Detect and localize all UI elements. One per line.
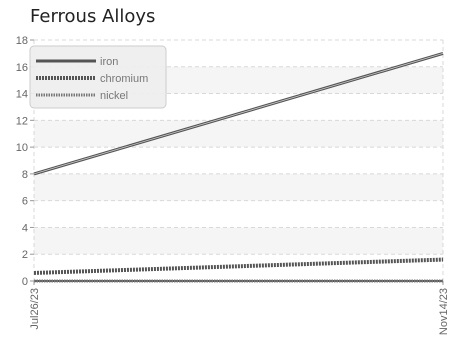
- legend-label-nickel[interactable]: nickel: [100, 90, 128, 102]
- series-line-highlight-iron: [33, 53, 444, 175]
- y-tick-label: 12: [16, 115, 28, 127]
- x-axis-ticks: Jul26/23 Nov14/23: [29, 281, 450, 335]
- y-tick-label: 2: [22, 249, 28, 261]
- y-tick-label: 16: [16, 62, 28, 74]
- grid-band: [34, 120, 443, 148]
- chart-title: Ferrous Alloys: [30, 6, 156, 27]
- y-axis-ticks: 0 2 4 6 8 10 12 14 16 18: [16, 35, 34, 288]
- series-line-chromium: [33, 257, 444, 275]
- y-tick-label: 14: [16, 89, 28, 101]
- y-tick-label: 18: [16, 35, 28, 47]
- y-tick-label: 8: [22, 169, 28, 181]
- legend-label-iron[interactable]: iron: [100, 56, 118, 68]
- series-lines: [33, 51, 444, 283]
- grid-band: [34, 227, 443, 255]
- legend-label-chromium[interactable]: chromium: [100, 73, 148, 85]
- grid-band: [34, 173, 443, 201]
- y-tick-label: 0: [22, 276, 28, 288]
- legend[interactable]: iron chromium nickel: [29, 45, 167, 109]
- y-tick-label: 10: [16, 142, 28, 154]
- x-tick-label: Nov14/23: [438, 288, 450, 335]
- y-tick-label: 4: [22, 222, 28, 234]
- y-tick-label: 6: [22, 196, 28, 208]
- x-tick-label: Jul26/23: [29, 288, 41, 330]
